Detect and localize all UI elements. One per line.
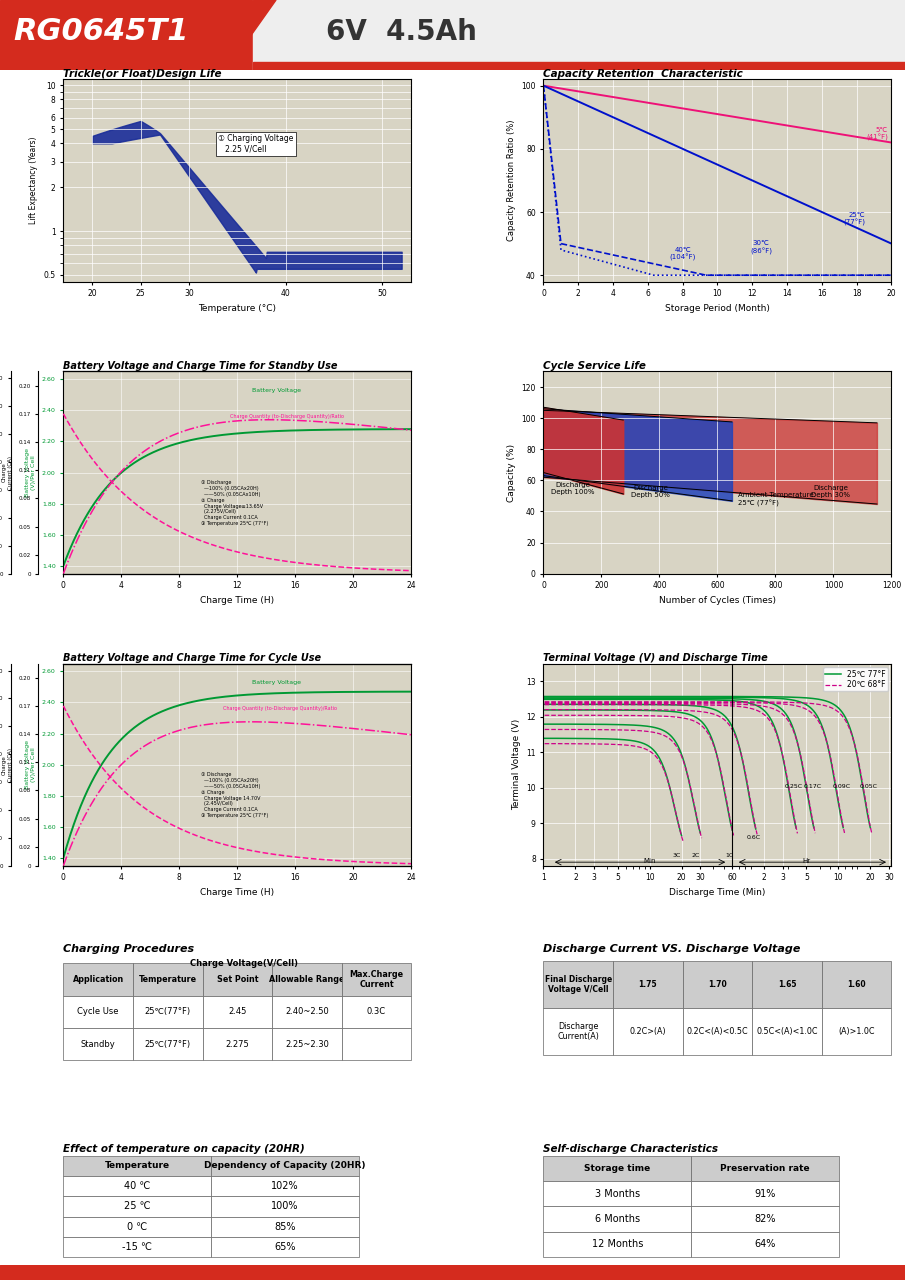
Text: Capacity Retention  Characteristic: Capacity Retention Characteristic	[544, 69, 743, 78]
Text: 0.17C: 0.17C	[804, 783, 822, 788]
Text: Effect of temperature on capacity (20HR): Effect of temperature on capacity (20HR)	[63, 1144, 305, 1153]
Y-axis label: Capacity Retention Ratio (%): Capacity Retention Ratio (%)	[507, 120, 516, 241]
Text: 25℃
(77°F): 25℃ (77°F)	[843, 211, 865, 227]
Text: ① Discharge
  —100% (0.05CAx20H)
  ——50% (0.05CAx10H)
② Charge
  Charge Voltage : ① Discharge —100% (0.05CAx20H) ——50% (0.…	[201, 772, 268, 818]
Text: Hr: Hr	[803, 858, 810, 864]
Text: Ambient Temperature:
25℃ (77°F): Ambient Temperature: 25℃ (77°F)	[738, 493, 815, 507]
X-axis label: Discharge Time (Min): Discharge Time (Min)	[670, 888, 766, 897]
Text: Terminal Voltage (V) and Discharge Time: Terminal Voltage (V) and Discharge Time	[544, 653, 768, 663]
Text: Battery Voltage: Battery Voltage	[252, 680, 300, 685]
Text: 6V  4.5Ah: 6V 4.5Ah	[326, 18, 477, 46]
Text: 0.05C: 0.05C	[859, 783, 877, 788]
Bar	[253, 0, 905, 70]
Y-axis label: Terminal Voltage (V): Terminal Voltage (V)	[511, 719, 520, 810]
Text: Cycle Service Life: Cycle Service Life	[544, 361, 646, 371]
Bar	[253, 61, 905, 70]
Y-axis label: Charge
Current (CA): Charge Current (CA)	[2, 456, 13, 489]
X-axis label: Temperature (°C): Temperature (°C)	[198, 303, 276, 312]
Text: 40℃
(104°F): 40℃ (104°F)	[670, 247, 696, 261]
Text: Discharge
Depth 50%: Discharge Depth 50%	[632, 485, 671, 498]
Text: Discharge
Depth 100%: Discharge Depth 100%	[551, 481, 595, 495]
Text: Trickle(or Float)Design Life: Trickle(or Float)Design Life	[63, 69, 222, 78]
Polygon shape	[204, 0, 276, 70]
Y-axis label: Lift Expectancy (Years): Lift Expectancy (Years)	[29, 137, 38, 224]
X-axis label: Charge Time (H): Charge Time (H)	[200, 888, 274, 897]
Text: 2C: 2C	[691, 852, 700, 858]
Text: 0.09C: 0.09C	[833, 783, 851, 788]
Text: Battery Voltage: Battery Voltage	[252, 388, 300, 393]
Y-axis label: Capacity (%): Capacity (%)	[507, 443, 516, 502]
Text: Charge Quantity (to-Discharge Quantity)/Ratio: Charge Quantity (to-Discharge Quantity)/…	[223, 707, 337, 712]
X-axis label: Storage Period (Month): Storage Period (Month)	[665, 303, 770, 312]
Y-axis label: Battery Voltage
(V)/Per Cell: Battery Voltage (V)/Per Cell	[25, 740, 36, 790]
Text: 0.25C: 0.25C	[785, 783, 803, 788]
X-axis label: Charge Time (H): Charge Time (H)	[200, 595, 274, 605]
Text: Charging Procedures: Charging Procedures	[63, 943, 195, 954]
Y-axis label: Charge
Current (CA): Charge Current (CA)	[2, 748, 13, 782]
Text: Min: Min	[643, 858, 656, 864]
Text: Charge Quantity (to-Discharge Quantity)/Ratio: Charge Quantity (to-Discharge Quantity)/…	[230, 415, 344, 419]
Legend: 25℃ 77°F, 20℃ 68°F: 25℃ 77°F, 20℃ 68°F	[823, 667, 888, 691]
Text: 30℃
(86°F): 30℃ (86°F)	[750, 241, 772, 255]
X-axis label: Number of Cycles (Times): Number of Cycles (Times)	[659, 595, 776, 605]
Text: 1C: 1C	[726, 852, 734, 858]
Text: ① Discharge
  —100% (0.05CAx20H)
  ——50% (0.05CAx10H)
② Charge
  Charge Voltage≥: ① Discharge —100% (0.05CAx20H) ——50% (0.…	[201, 480, 268, 526]
Text: Battery Voltage and Charge Time for Standby Use: Battery Voltage and Charge Time for Stan…	[63, 361, 338, 371]
Text: Self-discharge Characteristics: Self-discharge Characteristics	[544, 1144, 719, 1153]
Text: RG0645T1: RG0645T1	[14, 17, 189, 46]
Text: Battery Voltage and Charge Time for Cycle Use: Battery Voltage and Charge Time for Cycl…	[63, 653, 321, 663]
Text: ① Charging Voltage
   2.25 V/Cell: ① Charging Voltage 2.25 V/Cell	[218, 134, 293, 154]
Text: 5℃
(41°F): 5℃ (41°F)	[866, 127, 888, 141]
Text: 0.6C: 0.6C	[747, 835, 761, 840]
Text: Discharge
Depth 30%: Discharge Depth 30%	[811, 485, 850, 498]
Text: Charge Voltage(V/Cell): Charge Voltage(V/Cell)	[190, 959, 299, 968]
Y-axis label: Battery Voltage
(V)/Per Cell: Battery Voltage (V)/Per Cell	[25, 448, 36, 497]
Text: 3C: 3C	[672, 852, 681, 858]
Text: Discharge Current VS. Discharge Voltage: Discharge Current VS. Discharge Voltage	[544, 943, 801, 954]
